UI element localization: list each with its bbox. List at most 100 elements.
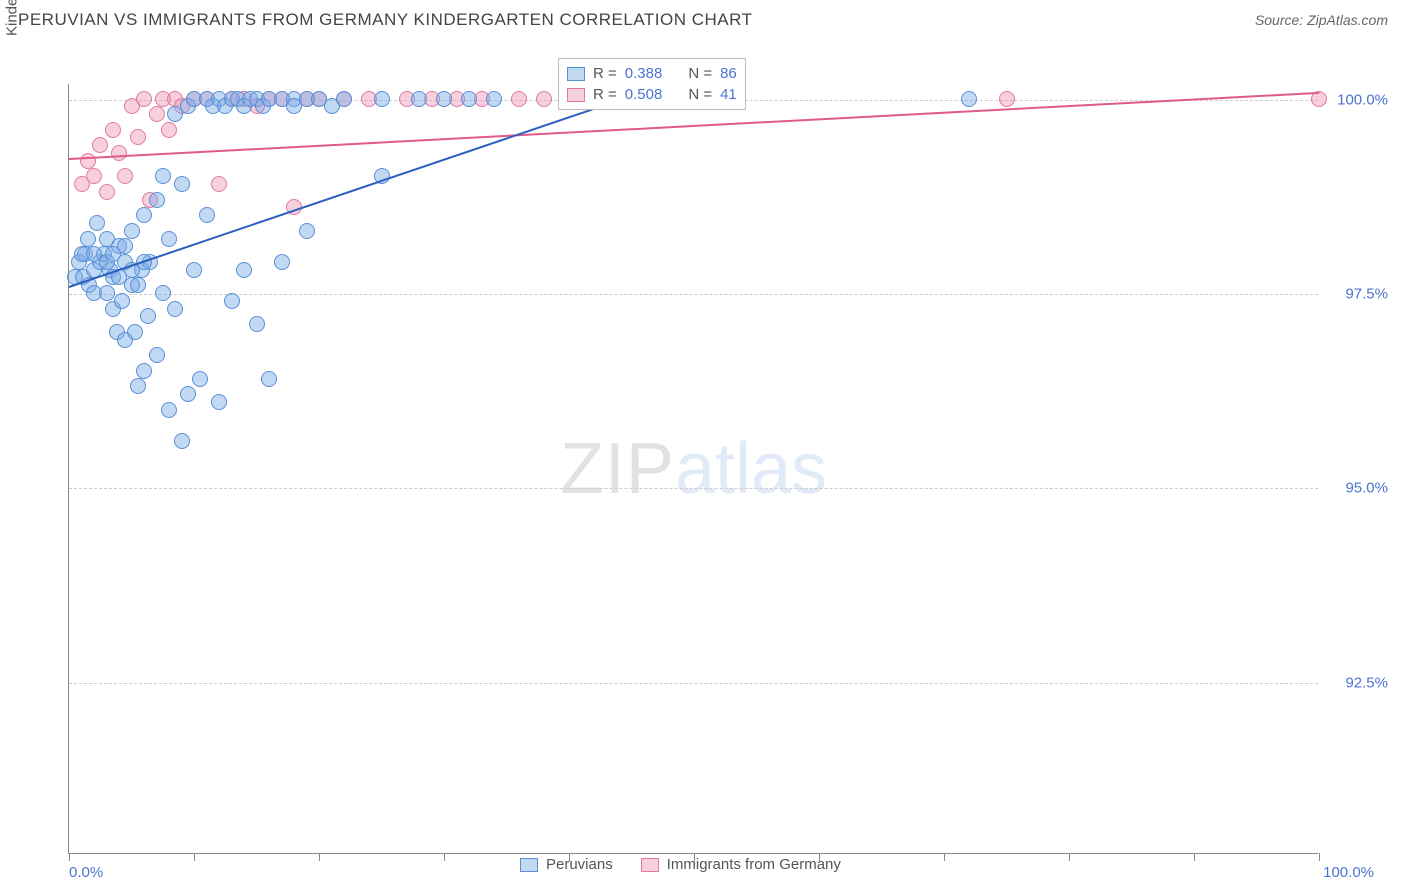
legend-item-peruvians: Peruvians: [520, 856, 613, 873]
legend-label-germany: Immigrants from Germany: [667, 856, 841, 873]
scatter-point-peruvians: [961, 91, 977, 107]
scatter-point-germany: [149, 106, 165, 122]
scatter-point-germany: [111, 145, 127, 161]
scatter-point-peruvians: [224, 293, 240, 309]
scatter-point-peruvians: [136, 207, 152, 223]
scatter-point-peruvians: [236, 262, 252, 278]
x-tick: [319, 853, 320, 861]
scatter-point-peruvians: [461, 91, 477, 107]
scatter-point-peruvians: [174, 433, 190, 449]
scatter-point-peruvians: [192, 371, 208, 387]
y-tick-label: 100.0%: [1337, 91, 1388, 108]
scatter-point-peruvians: [130, 277, 146, 293]
source-prefix: Source:: [1255, 12, 1307, 28]
scatter-point-peruvians: [299, 223, 315, 239]
scatter-point-peruvians: [127, 324, 143, 340]
scatter-point-peruvians: [199, 207, 215, 223]
scatter-point-peruvians: [161, 402, 177, 418]
scatter-point-peruvians: [167, 301, 183, 317]
scatter-point-germany: [211, 176, 227, 192]
x-tick: [194, 853, 195, 861]
source-name: ZipAtlas.com: [1307, 12, 1388, 28]
scatter-point-peruvians: [80, 231, 96, 247]
scatter-point-peruvians: [261, 371, 277, 387]
scatter-point-peruvians: [411, 91, 427, 107]
scatter-point-peruvians: [130, 378, 146, 394]
scatter-point-peruvians: [140, 308, 156, 324]
r-label: R =: [593, 65, 617, 82]
scatter-point-peruvians: [186, 262, 202, 278]
scatter-point-peruvians: [117, 238, 133, 254]
r-value-germany: 0.508: [625, 86, 663, 103]
x-tick: [69, 853, 70, 861]
watermark-atlas: atlas: [675, 429, 827, 509]
scatter-point-peruvians: [99, 285, 115, 301]
legend: Peruvians Immigrants from Germany: [520, 856, 841, 873]
source-label: Source: ZipAtlas.com: [1255, 12, 1388, 28]
gridline: [69, 683, 1318, 684]
scatter-point-peruvians: [336, 91, 352, 107]
swatch-peruvians: [567, 67, 585, 81]
scatter-point-peruvians: [149, 192, 165, 208]
scatter-point-peruvians: [114, 293, 130, 309]
x-axis-max-label: 100.0%: [1323, 864, 1374, 881]
x-tick: [1319, 853, 1320, 861]
scatter-point-peruvians: [124, 223, 140, 239]
scatter-point-germany: [999, 91, 1015, 107]
n-value-peruvians: 86: [720, 65, 737, 82]
scatter-point-peruvians: [486, 91, 502, 107]
chart-title: PERUVIAN VS IMMIGRANTS FROM GERMANY KIND…: [18, 10, 753, 30]
scatter-point-peruvians: [161, 231, 177, 247]
scatter-point-germany: [105, 122, 121, 138]
scatter-point-peruvians: [155, 285, 171, 301]
scatter-point-peruvians: [274, 254, 290, 270]
scatter-point-peruvians: [136, 363, 152, 379]
scatter-point-germany: [92, 137, 108, 153]
watermark: ZIPatlas: [560, 428, 827, 510]
r-label: R =: [593, 86, 617, 103]
stat-row-peruvians: R = 0.388 N = 86: [567, 63, 737, 84]
scatter-point-germany: [161, 122, 177, 138]
legend-label-peruvians: Peruvians: [546, 856, 613, 873]
n-label: N =: [688, 65, 712, 82]
n-label: N =: [688, 86, 712, 103]
x-tick: [1194, 853, 1195, 861]
watermark-zip: ZIP: [560, 429, 675, 509]
scatter-point-germany: [536, 91, 552, 107]
scatter-point-germany: [80, 153, 96, 169]
scatter-point-peruvians: [149, 347, 165, 363]
scatter-point-peruvians: [436, 91, 452, 107]
y-axis-label: Kindergarten: [4, 0, 21, 36]
r-value-peruvians: 0.388: [625, 65, 663, 82]
scatter-point-peruvians: [211, 394, 227, 410]
x-tick: [444, 853, 445, 861]
gridline: [69, 488, 1318, 489]
gridline: [69, 294, 1318, 295]
swatch-germany: [567, 88, 585, 102]
n-value-germany: 41: [720, 86, 737, 103]
legend-swatch-peruvians: [520, 858, 538, 872]
scatter-point-peruvians: [374, 91, 390, 107]
scatter-point-germany: [130, 129, 146, 145]
legend-swatch-germany: [641, 858, 659, 872]
scatter-point-peruvians: [180, 386, 196, 402]
scatter-point-germany: [86, 168, 102, 184]
y-tick-label: 95.0%: [1345, 480, 1388, 497]
scatter-point-germany: [136, 91, 152, 107]
x-tick: [944, 853, 945, 861]
legend-item-germany: Immigrants from Germany: [641, 856, 841, 873]
y-tick-label: 92.5%: [1345, 674, 1388, 691]
scatter-point-germany: [117, 168, 133, 184]
stat-row-germany: R = 0.508 N = 41: [567, 84, 737, 105]
scatter-point-peruvians: [155, 168, 171, 184]
scatter-point-germany: [99, 184, 115, 200]
scatter-point-germany: [511, 91, 527, 107]
scatter-point-peruvians: [249, 316, 265, 332]
y-tick-label: 97.5%: [1345, 286, 1388, 303]
x-tick: [1069, 853, 1070, 861]
scatter-point-peruvians: [89, 215, 105, 231]
x-axis-min-label: 0.0%: [69, 864, 103, 881]
correlation-stats-box: R = 0.388 N = 86 R = 0.508 N = 41: [558, 58, 746, 110]
plot-region: ZIPatlas 100.0%97.5%95.0%92.5%0.0%100.0%: [68, 84, 1318, 854]
scatter-point-peruvians: [174, 176, 190, 192]
